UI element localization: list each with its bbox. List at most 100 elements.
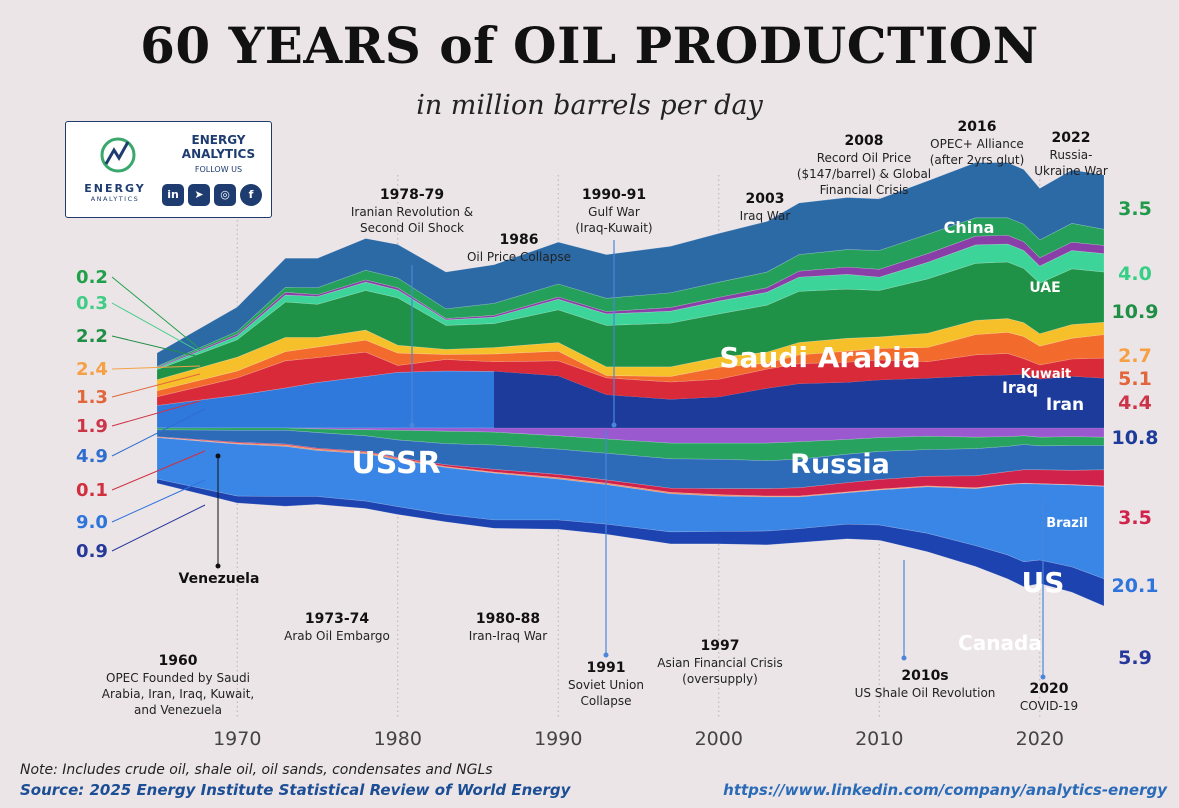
annotation-text: Oil Price Collapse (467, 250, 571, 264)
annotation-text: OPEC Founded by Saudi (106, 671, 250, 685)
right-value-label: 20.1 (1112, 575, 1159, 597)
annotation-text: Asian Financial Crisis (657, 656, 782, 670)
linkedin-icon[interactable]: in (162, 184, 184, 206)
annotation-year: 2008 (845, 133, 884, 149)
annotation-text: (Iraq-Kuwait) (575, 221, 652, 235)
annotation-year: 2010s (901, 668, 948, 684)
right-value-label: 4.4 (1118, 392, 1152, 414)
right-value-label: 10.8 (1112, 427, 1159, 449)
annotation-text: Russia- (1050, 148, 1093, 162)
annotation-text: Record Oil Price (817, 151, 911, 165)
left-value-connector (111, 504, 206, 552)
annotation-text: ($147/barrel) & Global (797, 167, 931, 181)
label-ussr: USSR (351, 446, 440, 481)
left-value-connector (111, 400, 201, 427)
page-subtitle: in million barrels per day (416, 90, 763, 121)
annotation-year: 1973-74 (305, 611, 370, 627)
annotation-text: (oversupply) (682, 672, 758, 686)
annotation-year: 1980-88 (476, 611, 540, 627)
annotation-text: and Venezuela (134, 703, 222, 717)
left-value-label: 2.4 (76, 359, 108, 380)
telegram-icon[interactable]: ➤ (188, 184, 210, 206)
facebook-icon[interactable]: f (240, 184, 262, 206)
right-value-label: 3.5 (1118, 198, 1152, 220)
follow-title: ENERGY ANALYTICS (181, 133, 256, 161)
left-value-label: 2.2 (76, 326, 108, 347)
label-brazil: Brazil (1046, 516, 1088, 531)
label-iran: Iran (1046, 395, 1084, 415)
annotation-year: 1997 (701, 638, 740, 654)
logo-card: ENERGY ANALYTICS ENERGY ANALYTICS FOLLOW … (65, 121, 272, 218)
area-iraq (156, 332, 1105, 398)
left-value-label: 4.9 (76, 446, 108, 467)
venezuela-dot (215, 563, 221, 569)
x-tick-2020: 2020 (1016, 728, 1064, 750)
label-china: China (944, 218, 995, 237)
label-russia: Russia (790, 449, 890, 480)
footnote: Note: Includes crude oil, shale oil, oil… (20, 762, 493, 778)
x-tick-1970: 1970 (213, 728, 261, 750)
annotation-dot (603, 652, 609, 658)
right-value-label: 10.9 (1112, 301, 1159, 323)
annotation-text: Iranian Revolution & (351, 205, 473, 219)
left-value-connector (111, 479, 206, 523)
label-canada: Canada (958, 631, 1042, 655)
annotation-text: US Shale Oil Revolution (855, 686, 996, 700)
logo-icon (100, 137, 136, 173)
annotation-text: Arabia, Iran, Iraq, Kuwait, (102, 687, 254, 701)
source-url[interactable]: https://www.linkedin.com/company/analyti… (723, 781, 1167, 799)
venezuela-label: Venezuela (179, 571, 260, 587)
left-value-label: 0.3 (76, 293, 108, 314)
x-tick-1990: 1990 (534, 728, 582, 750)
page-title: 60 YEARS of OIL PRODUCTION (140, 16, 1039, 75)
annotation-text: Collapse (581, 694, 632, 708)
right-value-label: 2.7 (1118, 345, 1152, 367)
annotation-text: Arab Oil Embargo (284, 629, 390, 643)
venezuela-dot (215, 453, 221, 459)
annotation-text: Ukraine War (1034, 164, 1108, 178)
right-value-label: 4.0 (1118, 263, 1152, 285)
left-value-label: 0.2 (76, 267, 108, 288)
annotation-text: Second Oil Shock (360, 221, 464, 235)
annotation-dot (1040, 674, 1046, 680)
follow-us-label: FOLLOW US (194, 165, 243, 174)
right-value-label: 5.9 (1118, 647, 1152, 669)
label-kuwait: Kuwait (1021, 367, 1072, 382)
logo-name: ENERGY ANALYTICS (84, 182, 146, 203)
annotation-year: 1990-91 (582, 187, 646, 203)
annotation-dot (611, 422, 617, 428)
annotation-text: COVID-19 (1020, 699, 1078, 713)
annotation-year: 1986 (500, 232, 539, 248)
annotation-text: OPEC+ Alliance (930, 137, 1024, 151)
left-value-connector (111, 408, 206, 457)
left-value-label: 9.0 (76, 512, 108, 533)
left-value-connector (111, 335, 201, 358)
label-uae: UAE (1029, 280, 1060, 296)
left-value-label: 1.9 (76, 416, 108, 437)
area-kuwait (156, 318, 1105, 392)
instagram-icon[interactable]: ◎ (214, 184, 236, 206)
left-value-label: 0.1 (76, 480, 108, 501)
source-note: Source: 2025 Energy Institute Statistica… (20, 781, 571, 799)
x-tick-2000: 2000 (695, 728, 743, 750)
annotation-text: (after 2yrs glut) (930, 153, 1025, 167)
annotation-year: 1960 (159, 653, 198, 669)
annotation-text: Financial Crisis (820, 183, 909, 197)
left-value-connector (111, 365, 201, 370)
x-tick-2010: 2010 (855, 728, 903, 750)
x-tick-1980: 1980 (374, 728, 422, 750)
area-canada (156, 478, 1105, 607)
left-value-connector (111, 276, 201, 350)
area-other (156, 162, 1105, 367)
left-value-label: 0.9 (76, 541, 108, 562)
annotation-year: 2016 (958, 119, 997, 135)
annotation-text: Soviet Union (568, 678, 644, 692)
left-value-label: 1.3 (76, 387, 108, 408)
left-value-connector (111, 302, 201, 353)
annotation-year: 2020 (1030, 681, 1069, 697)
area-russia (494, 371, 1104, 428)
annotation-dot (409, 422, 415, 428)
annotation-text: Iraq War (740, 209, 791, 223)
